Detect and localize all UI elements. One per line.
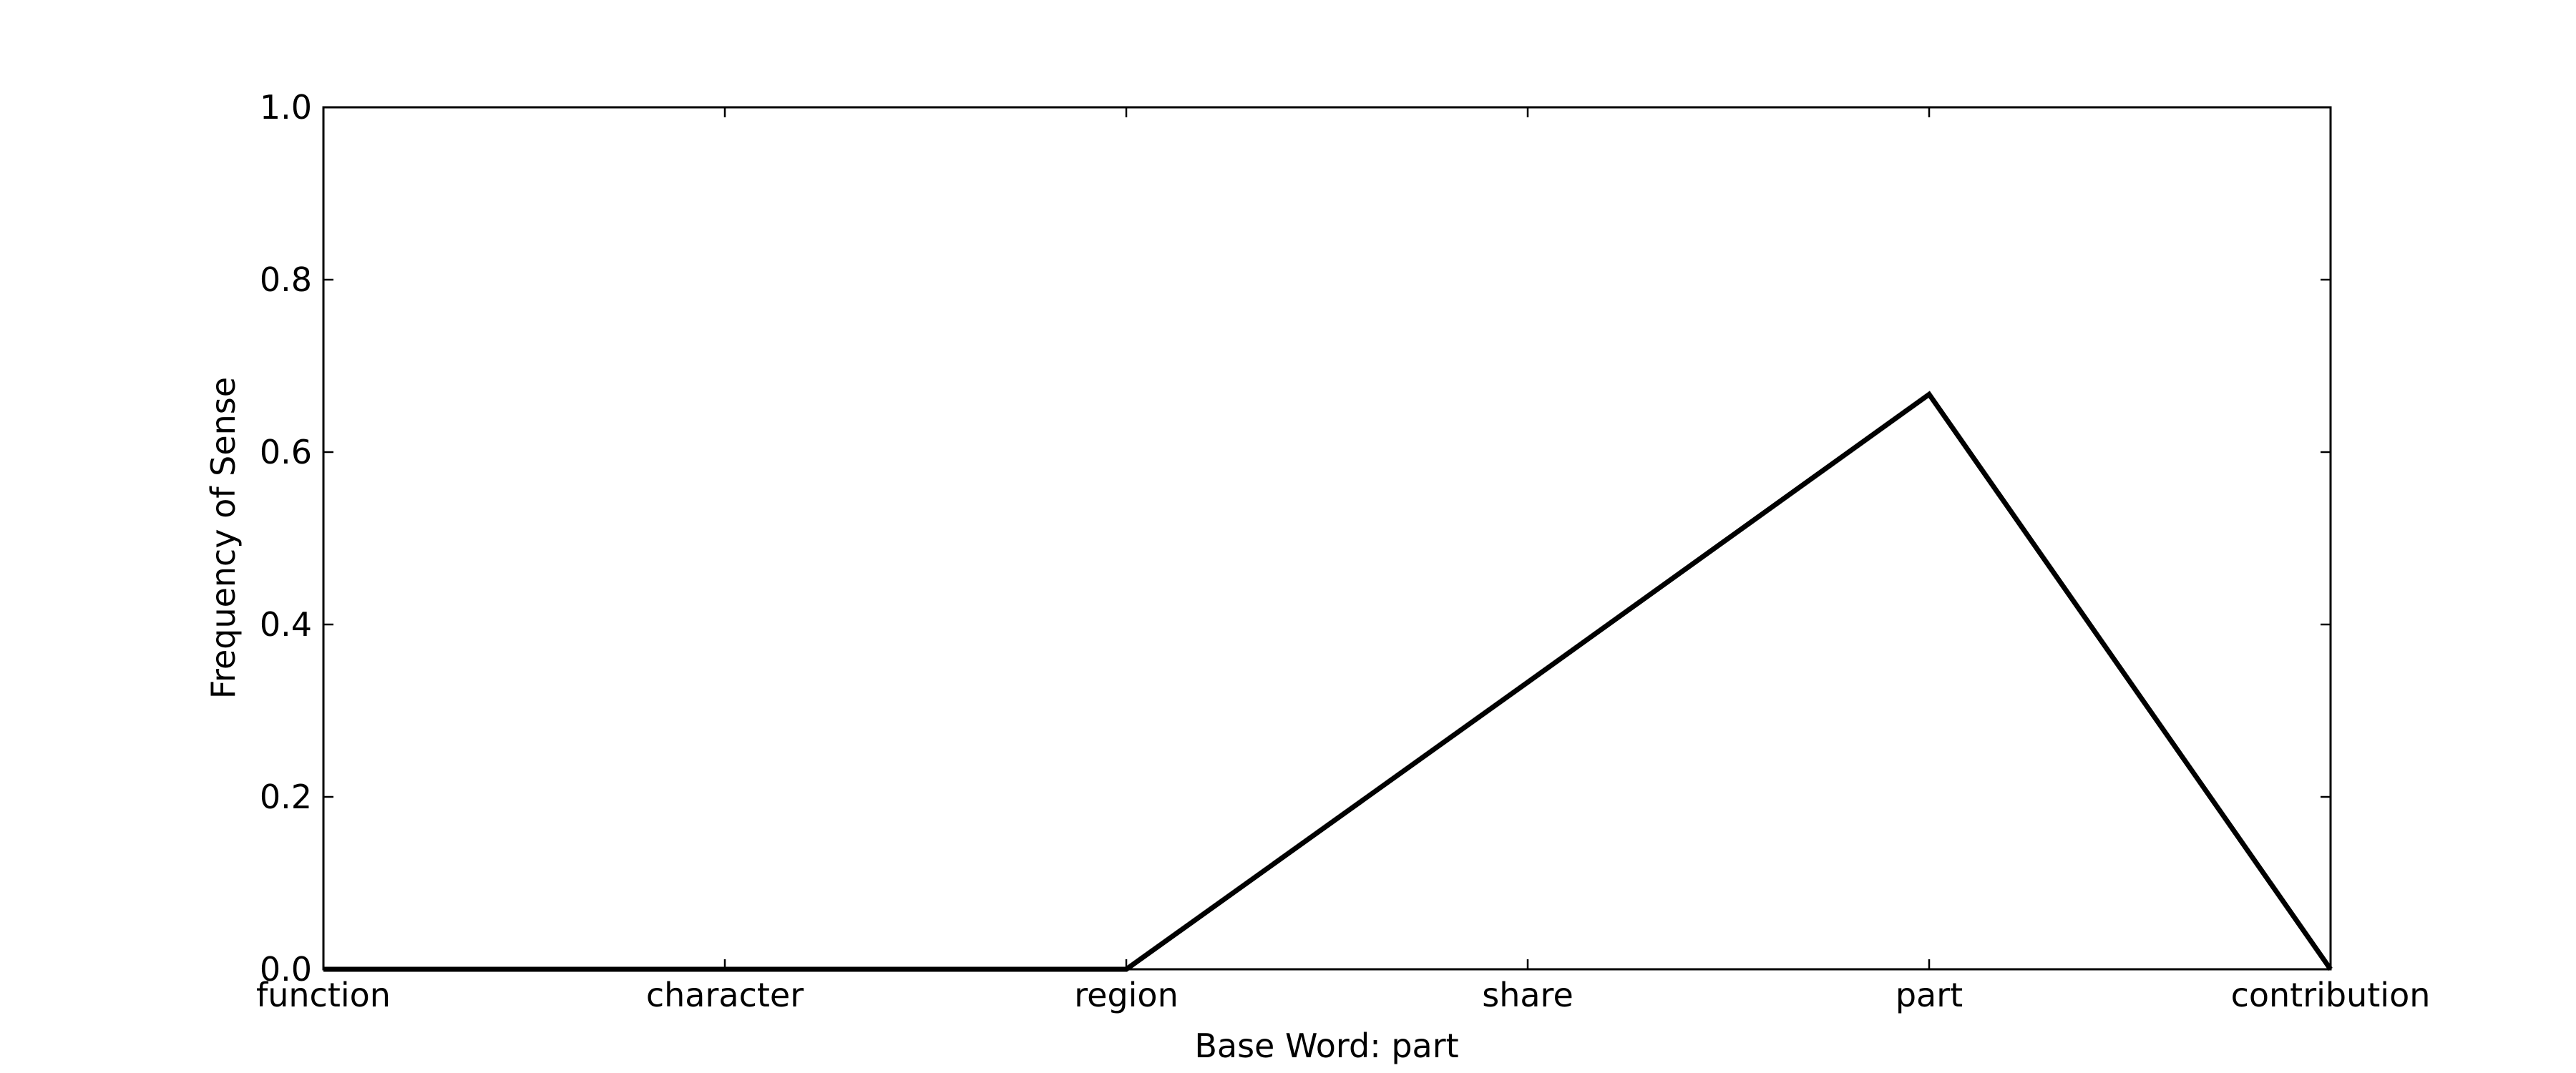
x-tick-label: region	[1074, 976, 1178, 1014]
y-axis: 0.0 0.2 0.4 0.6 0.8 1.0	[260, 88, 2331, 989]
y-axis-label: Frequency of Sense	[204, 377, 243, 699]
x-tick-label: part	[1896, 976, 1963, 1014]
series-layer	[323, 391, 2333, 972]
series-line	[323, 391, 2333, 972]
plot-area	[322, 106, 2332, 971]
x-tick-label: function	[256, 976, 391, 1014]
x-tick-label: share	[1482, 976, 1574, 1014]
x-tick-label: character	[646, 976, 804, 1014]
y-tick-label: 0.2	[260, 778, 312, 816]
x-axis-label: Base Word: part	[1194, 1027, 1458, 1065]
y-tick-label: 0.0	[260, 950, 312, 989]
x-axis: function character region share part contribu…	[256, 107, 2430, 1014]
y-tick-label: 0.6	[260, 433, 312, 471]
y-tick-label: 0.4	[260, 605, 312, 644]
y-tick-label: 1.0	[260, 88, 312, 127]
x-tick-label: contribution	[2231, 976, 2431, 1014]
y-tick-label: 0.8	[260, 260, 312, 299]
